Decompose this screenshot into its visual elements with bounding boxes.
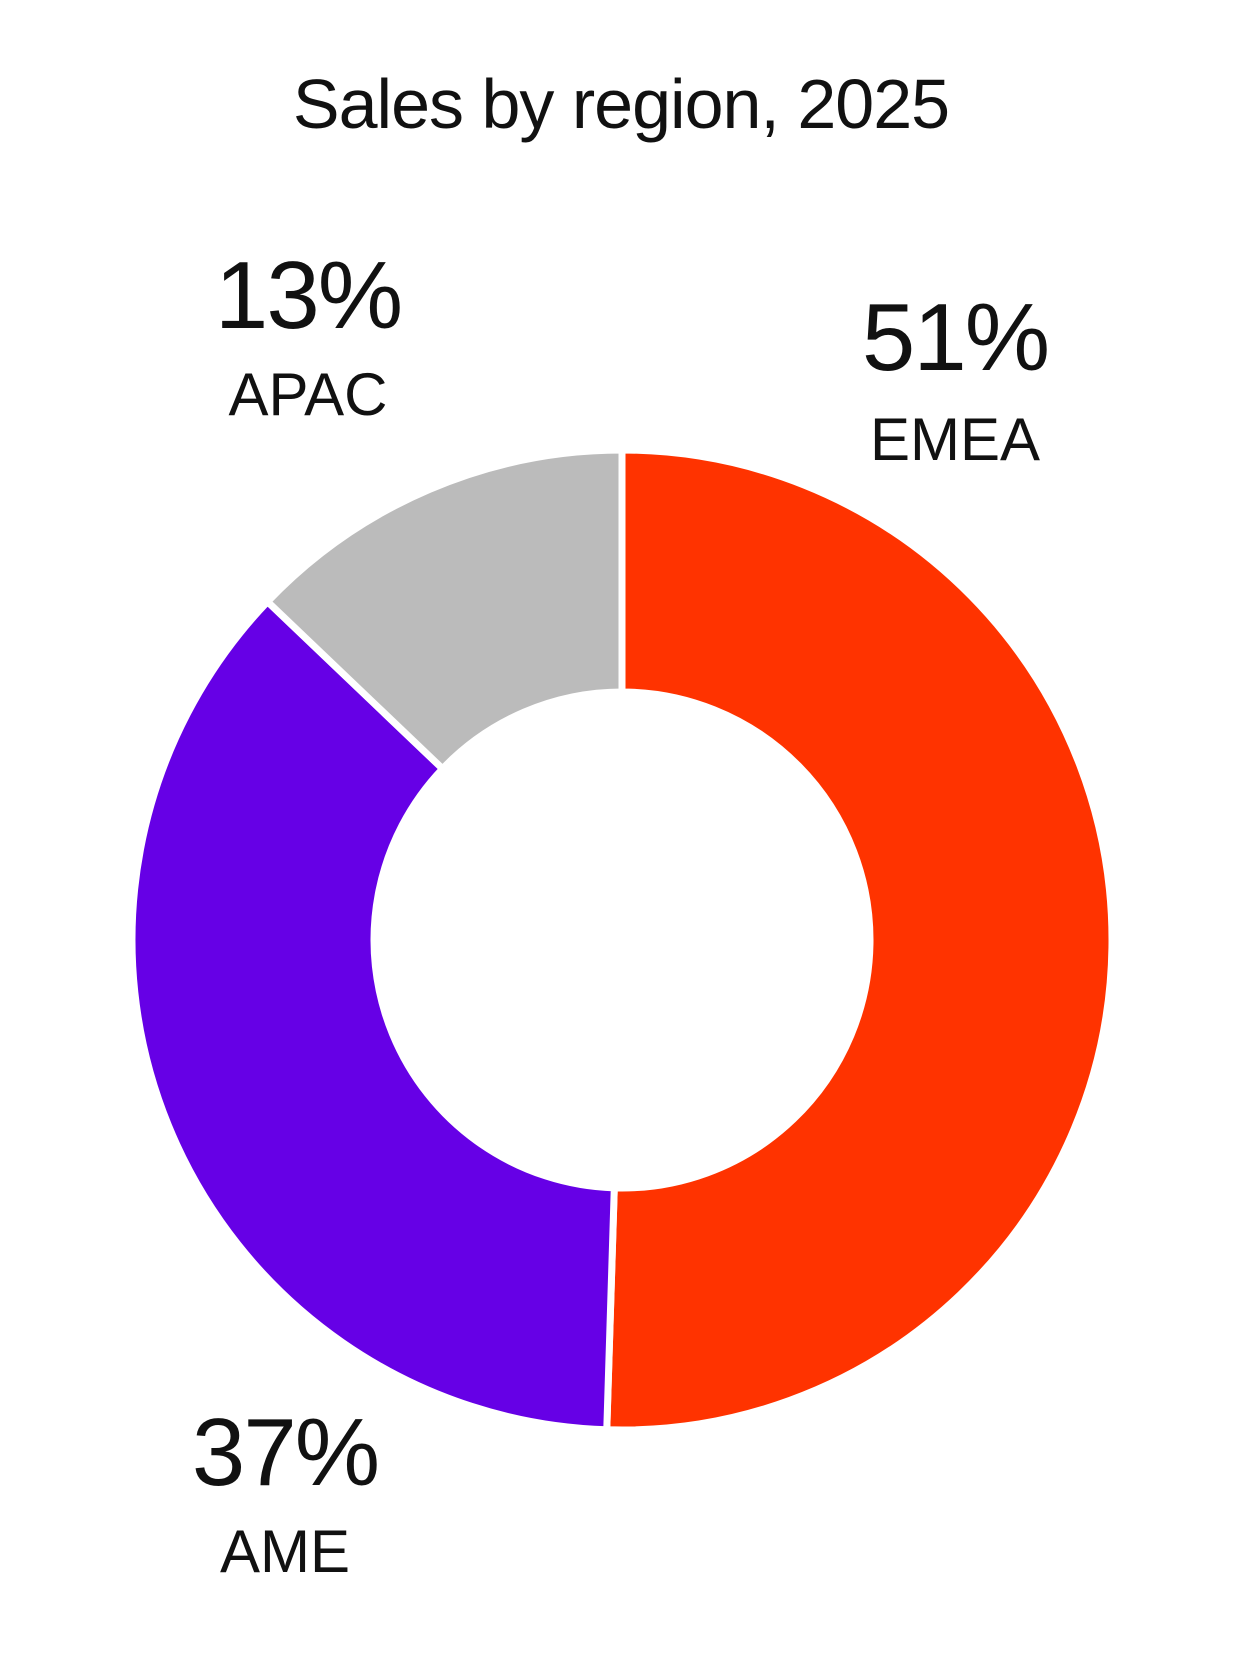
label-group: 51% EMEA 37% AME 13% APAC (192, 242, 1050, 1585)
slice-emea (603, 446, 1116, 1434)
value-label-ame: 37% (192, 1399, 378, 1506)
category-label-apac: APAC (229, 361, 388, 428)
chart-title: Sales by region, 2025 (293, 65, 949, 143)
slice-apac (262, 446, 626, 774)
value-label-emea: 51% (862, 284, 1048, 391)
category-label-ame: AME (220, 1518, 350, 1585)
slice-group (128, 446, 1116, 1434)
value-label-apac: 13% (215, 242, 401, 349)
slice-ame (128, 596, 618, 1434)
category-label-emea: EMEA (870, 406, 1040, 473)
